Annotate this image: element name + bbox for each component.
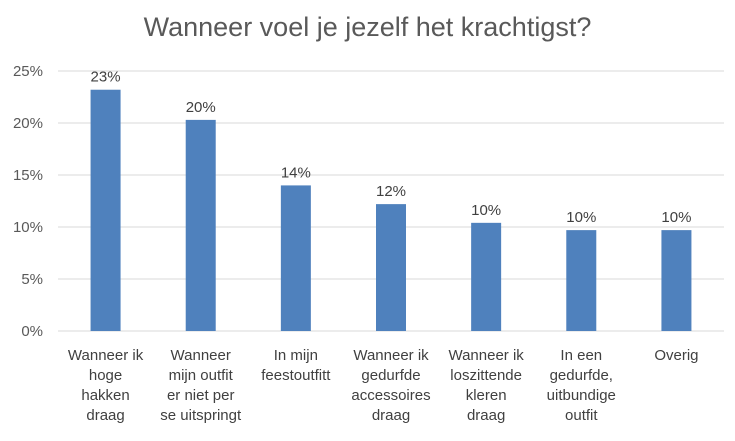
x-tick-label: gedurfde bbox=[361, 367, 420, 384]
x-tick-label: gedurfde, bbox=[550, 367, 613, 384]
x-tick-label: mijn outfit bbox=[169, 367, 234, 384]
x-tick-label: draag bbox=[372, 407, 410, 424]
y-tick-label: 5% bbox=[21, 271, 43, 288]
x-tick-label: accessoires bbox=[351, 387, 430, 404]
data-label: 12% bbox=[376, 183, 406, 200]
x-tick-label: Wanneer bbox=[171, 347, 231, 364]
x-tick-label: er niet per bbox=[167, 387, 235, 404]
y-tick-label: 10% bbox=[13, 219, 43, 236]
bar bbox=[90, 89, 121, 331]
y-tick-label: 0% bbox=[21, 323, 43, 340]
bar bbox=[471, 222, 502, 331]
x-tick-label: kleren bbox=[466, 387, 507, 404]
chart-title: Wanneer voel je jezelf het krachtigst? bbox=[143, 12, 592, 42]
x-tick-label: Wanneer ik bbox=[353, 347, 429, 364]
data-label: 10% bbox=[661, 209, 691, 226]
x-tick-label: hoge bbox=[89, 367, 122, 384]
x-tick-label: Wanneer ik bbox=[68, 347, 144, 364]
data-label: 23% bbox=[91, 69, 121, 86]
x-tick-label: Wanneer ik bbox=[448, 347, 524, 364]
bar bbox=[376, 204, 406, 331]
y-tick-label: 25% bbox=[13, 63, 43, 80]
y-tick-label: 15% bbox=[13, 167, 43, 184]
x-tick-label: Overig bbox=[654, 347, 698, 364]
bar bbox=[566, 230, 597, 331]
x-tick-label: uitbundige bbox=[547, 387, 616, 404]
data-label: 10% bbox=[471, 202, 501, 219]
x-tick-label: hakken bbox=[81, 387, 129, 404]
x-tick-label: loszittende bbox=[450, 367, 522, 384]
x-tick-label: draag bbox=[467, 407, 505, 424]
y-tick-label: 20% bbox=[13, 115, 43, 132]
bar bbox=[280, 185, 311, 331]
data-label: 20% bbox=[186, 99, 216, 116]
x-tick-label: se uitspringt bbox=[160, 407, 242, 424]
x-tick-label: In een bbox=[560, 347, 602, 364]
bar bbox=[185, 119, 216, 331]
x-tick-label: In mijn bbox=[274, 347, 318, 364]
bar bbox=[661, 230, 692, 331]
x-tick-label: outfit bbox=[565, 407, 598, 424]
data-label: 14% bbox=[281, 164, 311, 181]
x-tick-label: feestoutfitt bbox=[261, 367, 331, 384]
data-label: 10% bbox=[566, 209, 596, 226]
x-tick-label: draag bbox=[86, 407, 124, 424]
